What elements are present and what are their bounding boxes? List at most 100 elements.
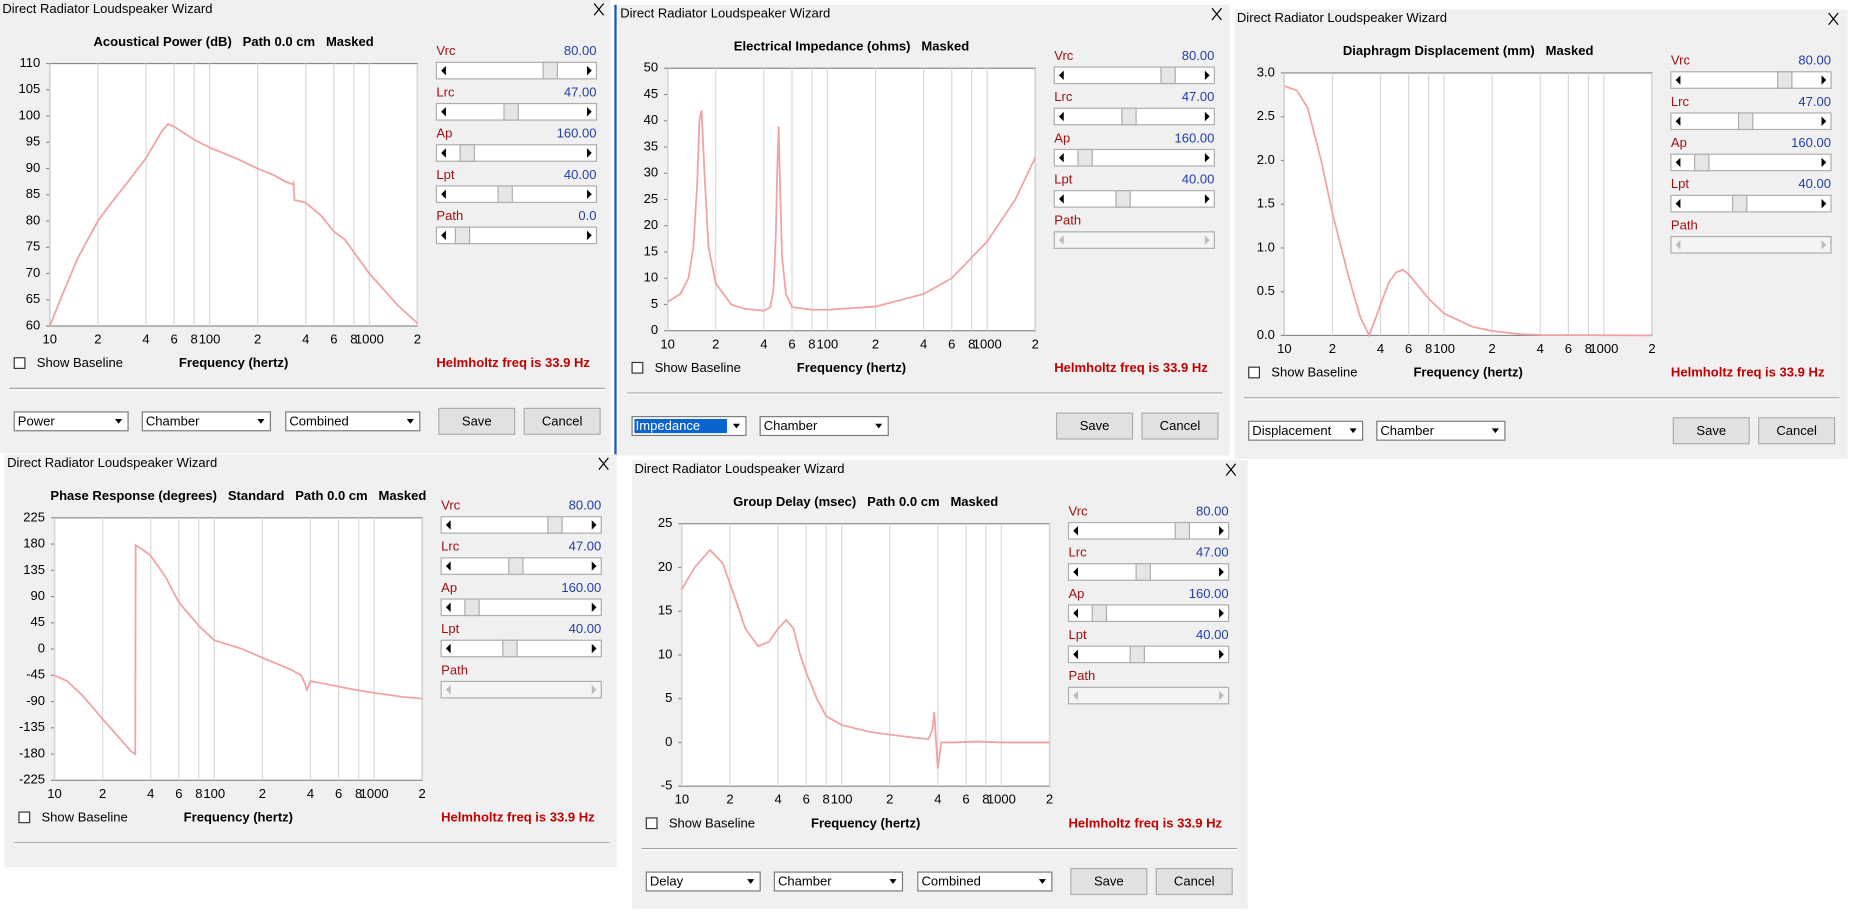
dropdown[interactable]: Power	[13, 411, 129, 432]
y-tick-label: 0.0	[1257, 327, 1275, 342]
slider[interactable]	[1670, 194, 1832, 213]
dropdown[interactable]: Delay	[645, 871, 761, 892]
slider-thumb	[1077, 148, 1093, 167]
chart-title: Electrical Impedance (ohms) Masked	[734, 39, 969, 54]
slider[interactable]	[1067, 521, 1230, 540]
slider[interactable]	[1670, 153, 1832, 172]
x-tick-label: 2	[99, 786, 106, 801]
x-tick-label: 1000	[987, 792, 1016, 807]
button[interactable]: Cancel	[523, 407, 601, 435]
slider-value: 47.00	[564, 84, 597, 99]
dropdown-arrow	[1038, 879, 1046, 884]
dropdown[interactable]: Chamber	[1376, 420, 1506, 441]
button-box	[1056, 412, 1134, 440]
x-tick-label: 100	[203, 786, 225, 801]
slider[interactable]	[435, 226, 598, 245]
y-tick-label: -45	[26, 667, 45, 682]
close-button[interactable]	[1211, 7, 1222, 21]
button-label: Save	[1080, 418, 1110, 433]
slider[interactable]	[1053, 148, 1215, 167]
slider-track	[1067, 686, 1230, 705]
dropdown[interactable]: Displacement	[1248, 420, 1364, 441]
dropdown-text: Combined	[289, 413, 348, 428]
slider-arrow-right	[1204, 194, 1210, 204]
dropdown[interactable]: Combined	[917, 871, 1053, 892]
slider	[1053, 231, 1215, 249]
x-tick-label: 4	[147, 786, 154, 801]
slider-arrow-left	[1059, 194, 1064, 204]
slider-track	[435, 226, 598, 245]
slider-value: 160.00	[1791, 135, 1831, 150]
slider[interactable]	[435, 185, 598, 204]
show-baseline-checkbox[interactable]: Show Baseline	[631, 360, 741, 375]
dropdown[interactable]: Chamber	[141, 411, 271, 432]
slider[interactable]	[1067, 563, 1230, 581]
dropdown-arrow	[732, 423, 740, 429]
slider-thumb	[502, 639, 518, 658]
slider[interactable]	[1067, 604, 1230, 623]
dropdown[interactable]: Chamber	[773, 871, 904, 892]
slider[interactable]	[1053, 66, 1215, 85]
slider-arrow-left	[441, 148, 446, 158]
slider-value: 80.00	[564, 43, 597, 58]
show-baseline-checkbox[interactable]: Show Baseline	[1248, 365, 1358, 380]
button[interactable]: Cancel	[1141, 412, 1219, 440]
x-tick-label: 8	[968, 336, 975, 351]
button[interactable]: Cancel	[1155, 867, 1233, 896]
y-tick-label: 10	[658, 646, 673, 661]
show-baseline-checkbox[interactable]: Show Baseline	[645, 815, 755, 830]
x-tick-label: 8	[355, 786, 362, 801]
close-button[interactable]	[1225, 463, 1237, 476]
dropdown[interactable]: Impedance	[631, 416, 747, 437]
button[interactable]: Save	[1070, 867, 1148, 896]
close-button[interactable]	[1828, 12, 1839, 26]
slider[interactable]	[440, 598, 602, 617]
dropdown-text: Power	[18, 413, 56, 428]
slider-track	[1053, 190, 1215, 208]
x-tick-label: 2	[94, 332, 101, 347]
dropdown-text: Combined	[921, 874, 980, 889]
slider-thumb	[1694, 153, 1710, 172]
button[interactable]: Save	[1672, 417, 1750, 445]
dropdown-text: Impedance	[636, 418, 700, 433]
slider[interactable]	[435, 61, 598, 80]
slider[interactable]	[440, 639, 602, 658]
slider-arrow-left	[1059, 153, 1064, 163]
y-tick-label: 0	[651, 322, 658, 337]
slider-thumb	[1174, 521, 1191, 540]
dropdown-arrow	[1349, 428, 1357, 434]
slider-track	[1670, 235, 1832, 254]
slider[interactable]	[435, 144, 598, 162]
show-baseline-checkbox[interactable]: Show Baseline	[13, 355, 123, 370]
close-button[interactable]	[593, 3, 605, 16]
dropdown-box	[773, 871, 904, 892]
y-tick-label: 135	[23, 562, 45, 577]
dropdown-arrow	[406, 418, 414, 424]
show-baseline-checkbox[interactable]: Show Baseline	[18, 809, 128, 824]
y-tick-label: 2.0	[1257, 152, 1275, 167]
dropdown[interactable]: Combined	[285, 411, 421, 432]
slider-value: 160.00	[1189, 586, 1229, 601]
slider[interactable]	[1670, 112, 1832, 131]
slider[interactable]	[1053, 190, 1215, 208]
slider[interactable]	[1053, 107, 1215, 126]
slider[interactable]	[440, 516, 602, 534]
y-tick-label: 40	[644, 112, 659, 127]
x-tick-label: 2	[1489, 341, 1496, 356]
slider[interactable]	[435, 102, 598, 121]
slider[interactable]	[1067, 645, 1230, 664]
slider-label: Lrc	[1054, 89, 1073, 104]
y-tick-label: 5	[665, 690, 672, 705]
button[interactable]: Save	[438, 407, 516, 435]
x-tick-label: 6	[948, 336, 955, 351]
x-tick-label: 8	[823, 792, 830, 807]
button-box	[1672, 417, 1750, 445]
plot-area	[681, 523, 1051, 787]
button[interactable]: Cancel	[1758, 417, 1836, 445]
close-button[interactable]	[598, 457, 609, 470]
slider-arrow-left	[441, 65, 446, 76]
slider[interactable]	[440, 557, 602, 575]
slider[interactable]	[1670, 71, 1832, 89]
dropdown[interactable]: Chamber	[759, 416, 889, 437]
button[interactable]: Save	[1056, 412, 1134, 440]
